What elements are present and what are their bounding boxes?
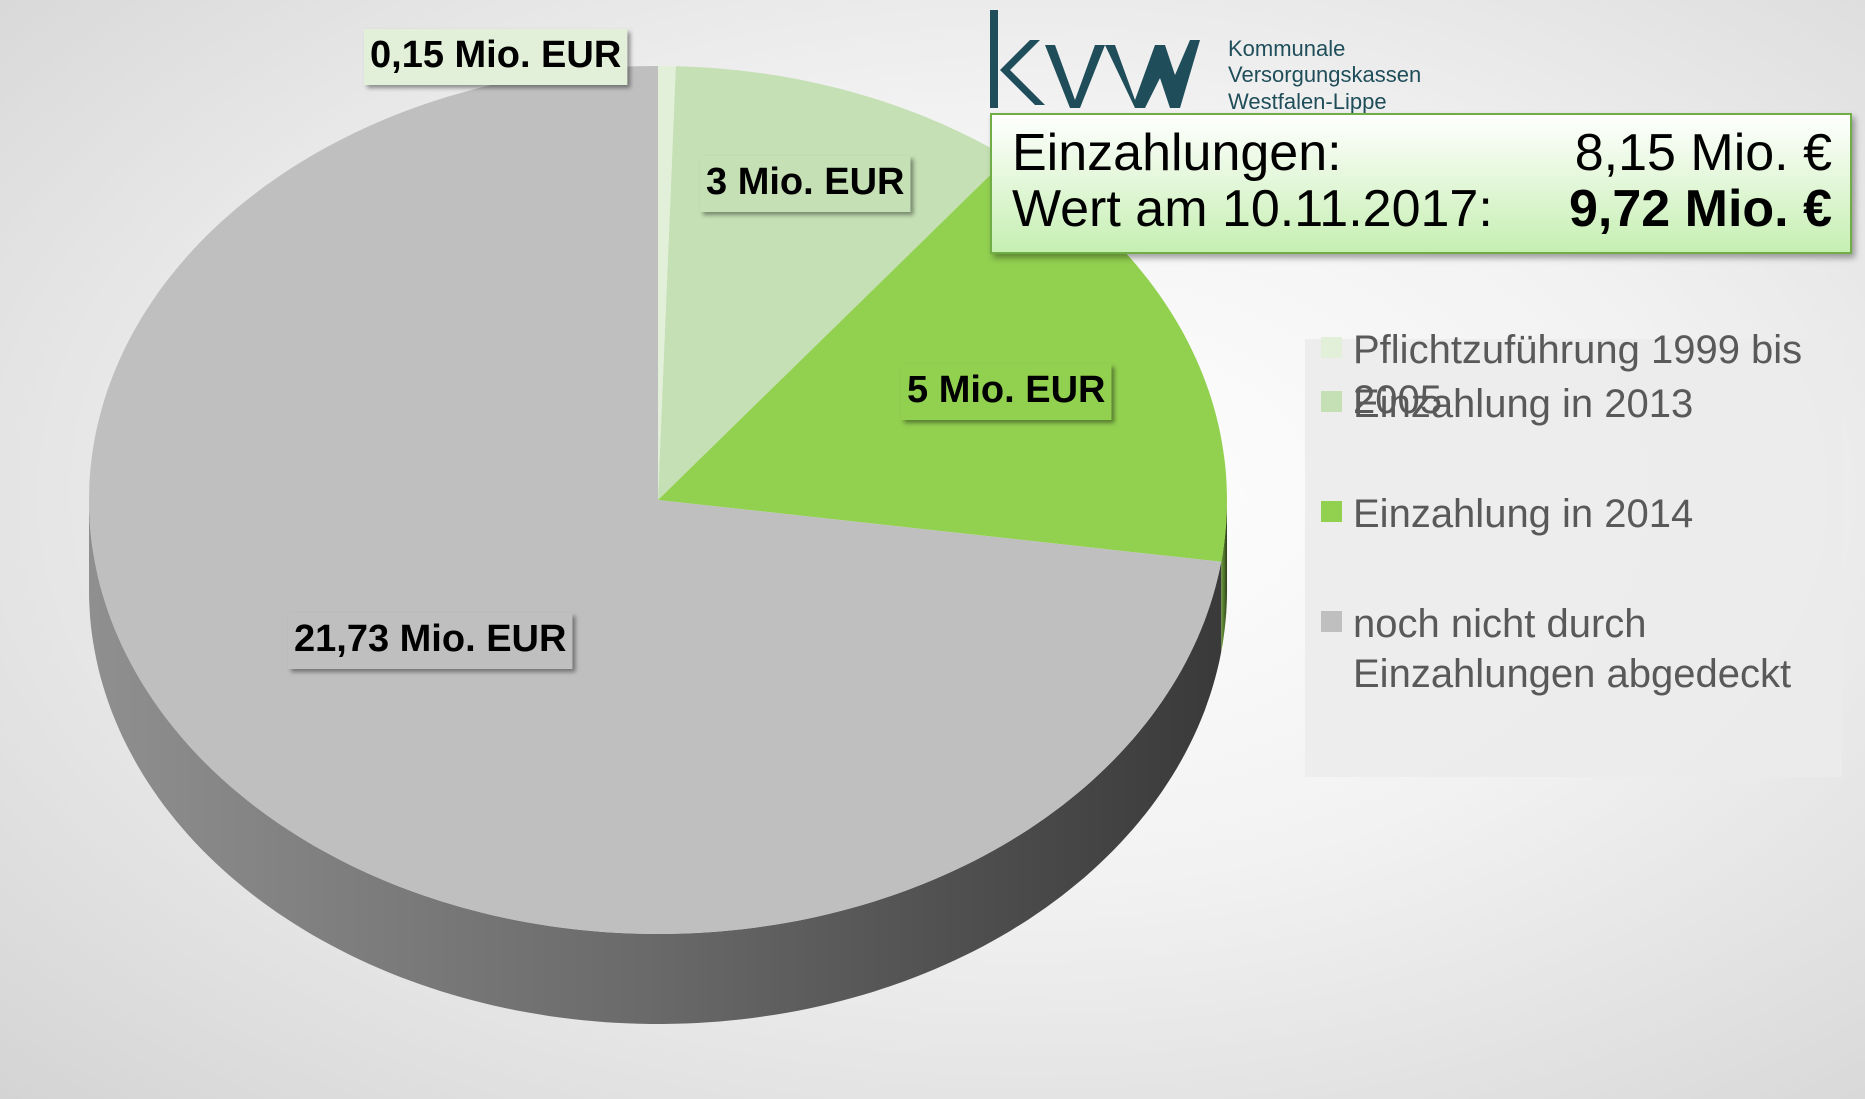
data-label-text: 0,15 Mio. EUR: [370, 34, 621, 76]
data-label-box: [364, 29, 628, 85]
data-label: 21,73 Mio. EUR: [288, 613, 573, 669]
data-label-box: [901, 364, 1112, 420]
legend-label: Einzahlung in 2014: [1353, 492, 1694, 536]
legend-swatch: [1321, 501, 1342, 522]
slice: [658, 66, 676, 500]
legend-swatch: [1321, 337, 1342, 358]
data-label-box: [288, 613, 573, 669]
slice-side-shade: [89, 500, 1222, 1024]
legend: Pflichtzuführung 1999 bis 2005 Einzahlung…: [1305, 328, 1842, 777]
slice: [658, 157, 1227, 562]
logo-text: Versorgungskassen: [1228, 62, 1422, 87]
legend-item: Einzahlung in 2013: [1321, 379, 1821, 429]
slice: [89, 66, 1222, 934]
legend-item: Einzahlung in 2014: [1321, 489, 1821, 539]
info-box: Einzahlungen: 8,15 Mio. € Wert am 10.11.2…: [990, 113, 1852, 254]
data-label-text: 21,73 Mio. EUR: [294, 618, 566, 660]
legend-swatch: [1321, 391, 1342, 412]
legend-swatch: [1321, 611, 1342, 632]
data-label-text: 5 Mio. EUR: [907, 369, 1105, 411]
data-label: 3 Mio. EUR: [700, 156, 911, 212]
legend-item: noch nicht durch Einzahlungen abgedeckt: [1321, 599, 1821, 699]
data-label: 0,15 Mio. EUR: [364, 29, 628, 85]
info-label: Wert am 10.11.2017:: [1012, 180, 1493, 238]
logo-text: Kommunale: [1228, 36, 1346, 61]
legend-label: noch nicht durch Einzahlungen abgedeckt: [1353, 602, 1792, 696]
info-value: 9,72 Mio. €: [1569, 180, 1832, 238]
logo-mark: [990, 10, 1200, 108]
logo-text: Westfalen-Lippe: [1228, 89, 1387, 114]
data-label: 5 Mio. EUR: [901, 364, 1112, 420]
legend-label: Pflichtzuführung 1999 bis 2005: [1353, 328, 1803, 422]
slice-side-shade: [1221, 500, 1227, 652]
data-label-box: [700, 156, 911, 212]
data-label-text: 3 Mio. EUR: [706, 161, 904, 203]
legend-item: Pflichtzuführung 1999 bis 2005: [1321, 325, 1821, 425]
info-value: 8,15 Mio. €: [1574, 124, 1832, 182]
legend-label: Einzahlung in 2013: [1353, 382, 1694, 426]
info-label: Einzahlungen:: [1012, 124, 1342, 182]
